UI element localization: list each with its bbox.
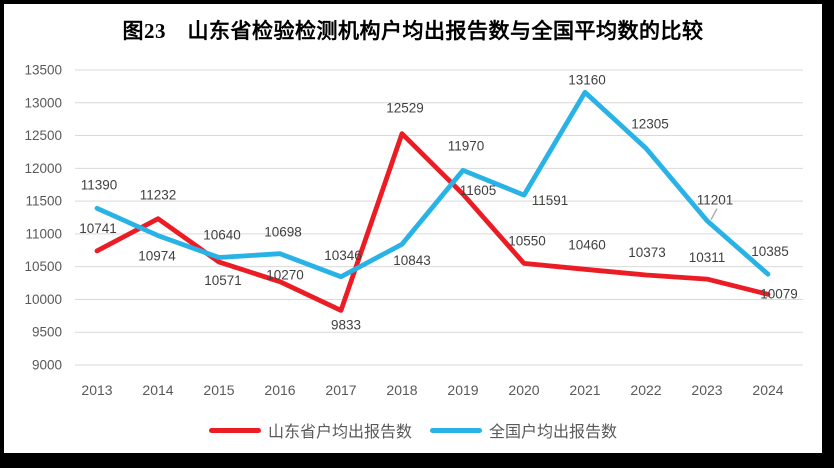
data-label-national-2021: 13160 [568,72,606,87]
x-axis-tick-label-2022: 2022 [630,382,661,398]
series-line-shandong [94,131,771,313]
y-axis-tick-label: 13500 [24,63,62,78]
x-axis-tick-label-2020: 2020 [508,382,539,398]
data-label-national-2023: 11201 [697,193,734,208]
legend-item-national: 全国户均出报告数 [430,418,617,442]
y-axis-tick-label: 12500 [24,128,62,143]
data-label-shandong-2019: 11605 [460,183,497,198]
y-axis-tick-label: 9000 [32,358,62,373]
data-label-shandong-2017: 9833 [331,317,361,332]
y-axis-tick-label: 10000 [24,292,62,307]
line-chart-plot-area: 13500 13000 12500 12000 11500 11000 10500 10000… [24,63,803,398]
legend-label-national: 全国户均出报告数 [489,424,618,441]
x-axis-tick-label-2021: 2021 [569,382,600,398]
legend-line-sample-blue [430,427,482,433]
x-axis-tick-label-2019: 2019 [447,382,478,398]
legend-item-shandong: 山东省户均出报告数 [208,418,412,442]
data-label-national-2018: 10843 [393,253,431,268]
data-label-national-2019: 11970 [448,138,485,153]
data-label-shandong-2022: 10373 [628,245,666,260]
x-axis-tick-label-2023: 2023 [691,382,722,398]
data-label-shandong-2023: 10311 [689,250,726,265]
x-axis-tick-label-2018: 2018 [386,382,417,398]
data-label-national-2013: 11390 [81,177,118,192]
y-axis-tick-label: 11500 [25,194,62,209]
data-label-national-2022: 12305 [631,116,669,131]
y-axis-tick-label: 10500 [24,259,62,274]
data-label-national-2020: 11591 [532,193,569,208]
y-axis-tick-label: 9500 [32,325,62,340]
data-label-shandong-2015: 10571 [204,273,242,288]
x-axis-tick-label-2016: 2016 [264,382,295,398]
x-axis-tick-label-2013: 2013 [81,382,112,398]
data-label-shandong-2024: 10079 [760,286,798,301]
chart-title: 图23 山东省检验检测机构户均出报告数与全国平均数的比较 [122,19,704,43]
chart-legend: 山东省户均出报告数 全国户均出报告数 [4,418,822,442]
series-line-national [94,89,771,280]
data-label-shandong-2013: 10741 [79,221,117,236]
label-leader-line [710,208,718,221]
legend-label-shandong: 山东省户均出报告数 [267,424,412,441]
data-label-national-2014: 10974 [138,249,176,264]
data-label-national-2015: 10640 [203,227,241,242]
legend-line-sample-red [208,427,261,433]
data-label-national-2024: 10385 [751,244,789,259]
data-label-national-2016: 10698 [264,225,302,240]
data-label-shandong-2021: 10460 [568,237,606,252]
y-axis-tick-label: 12000 [24,161,62,176]
data-label-shandong-2020: 10550 [508,233,546,248]
x-axis-tick-label-2017: 2017 [325,382,356,398]
y-axis-tick-label: 13000 [24,95,62,110]
x-axis-tick-label-2024: 2024 [752,382,783,398]
data-label-national-2017: 10346 [324,248,362,263]
data-label-shandong-2016: 10270 [266,268,304,283]
y-axis-tick-label: 11000 [25,226,62,241]
x-axis-tick-label-2015: 2015 [203,382,234,398]
x-axis-tick-label-2014: 2014 [142,382,173,398]
data-label-shandong-2018: 12529 [386,101,424,116]
data-label-shandong-2014: 11232 [140,188,177,203]
